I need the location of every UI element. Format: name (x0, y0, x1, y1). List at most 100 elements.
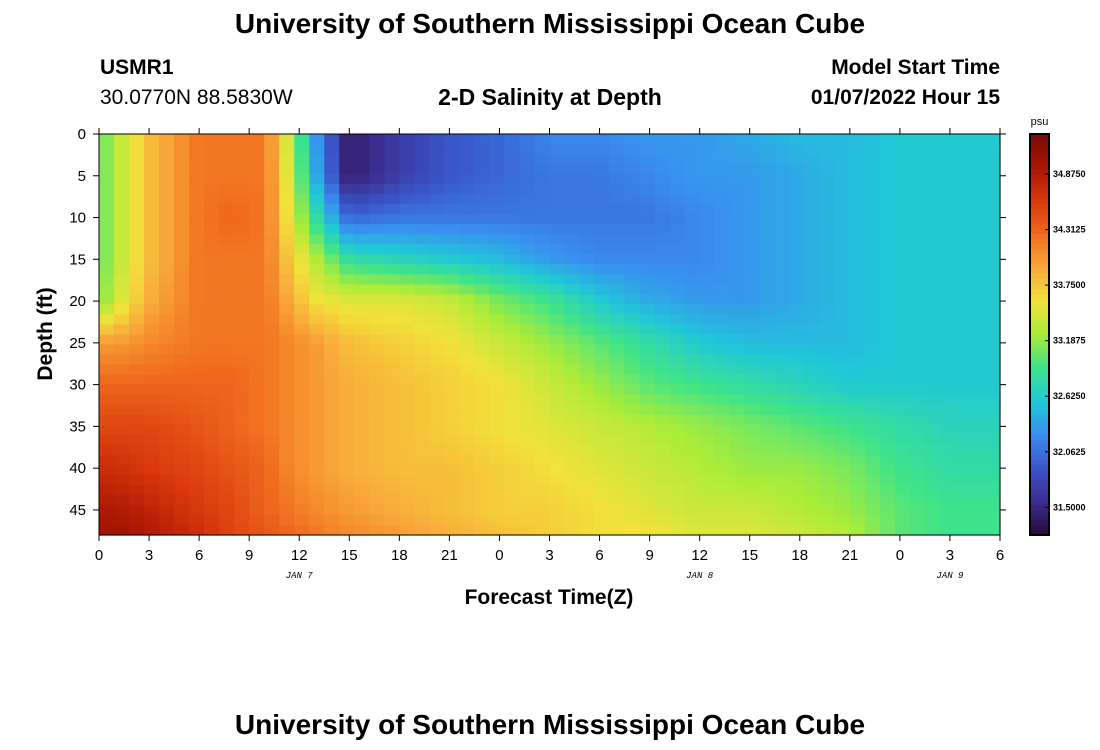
heatmap-cell (909, 294, 926, 306)
heatmap-cell (669, 424, 686, 436)
heatmap-cell (774, 194, 791, 205)
colorbar-segment (1030, 489, 1049, 496)
heatmap-cell (894, 274, 911, 285)
heatmap-cell (789, 454, 806, 466)
heatmap-cell (159, 524, 175, 536)
heatmap-cell (804, 224, 821, 235)
heatmap-cell (294, 264, 310, 275)
heatmap-cell (894, 444, 911, 456)
heatmap-cell (144, 164, 160, 175)
heatmap-cell (324, 424, 340, 436)
heatmap-cell (489, 394, 506, 406)
heatmap-cell (744, 174, 761, 185)
heatmap-cell (984, 434, 1001, 446)
heatmap-cell (954, 174, 971, 185)
x-tick-label: 3 (545, 547, 553, 564)
heatmap-cell (864, 384, 881, 396)
heatmap-cell (204, 374, 220, 386)
heatmap-cell (669, 494, 686, 506)
heatmap-cell (489, 444, 506, 456)
heatmap-cell (969, 444, 986, 456)
heatmap-cell (324, 214, 340, 225)
heatmap-cell (759, 334, 776, 346)
heatmap-cell (669, 284, 686, 296)
heatmap-cell (624, 284, 641, 296)
heatmap-cell (879, 284, 896, 296)
heatmap-cell (264, 264, 280, 275)
heatmap-cell (144, 324, 160, 336)
heatmap-cell (234, 474, 250, 486)
heatmap-cell (924, 164, 941, 175)
heatmap-cell (654, 424, 671, 436)
heatmap-cell (384, 354, 400, 366)
heatmap-cell (354, 184, 370, 195)
heatmap-cell (369, 174, 385, 185)
heatmap-cell (564, 434, 581, 446)
heatmap-cell (414, 474, 430, 486)
heatmap-cell (144, 364, 160, 376)
heatmap-cell (939, 204, 956, 215)
heatmap-cell (519, 314, 536, 326)
heatmap-cell (609, 304, 626, 316)
heatmap-cell (609, 204, 626, 215)
heatmap-cell (339, 234, 355, 245)
heatmap-cell (549, 454, 566, 466)
heatmap-cell (429, 344, 445, 356)
heatmap-cell (894, 384, 911, 396)
heatmap-cell (234, 454, 250, 466)
heatmap-cell (204, 424, 220, 436)
heatmap-cell (549, 374, 566, 386)
heatmap-cell (609, 354, 626, 366)
heatmap-cell (459, 244, 476, 255)
heatmap-cell (849, 474, 866, 486)
heatmap-cell (189, 194, 205, 205)
heatmap-cell (144, 244, 160, 255)
heatmap-cell (669, 164, 686, 175)
heatmap-cell (594, 314, 611, 326)
heatmap-cell (189, 174, 205, 185)
colorbar-segment (1030, 154, 1049, 160)
heatmap-cell (234, 284, 250, 296)
heatmap-cell (864, 374, 881, 386)
heatmap-cell (864, 134, 881, 145)
heatmap-cell (849, 424, 866, 436)
model-start-value: 01/07/2022 Hour 15 (810, 86, 1000, 109)
heatmap-cell (684, 434, 701, 446)
heatmap-cell (414, 354, 430, 366)
heatmap-cell (444, 134, 460, 145)
heatmap-cell (159, 414, 175, 426)
heatmap-cell (99, 404, 115, 416)
heatmap-cell (954, 154, 971, 165)
heatmap-cell (384, 454, 400, 466)
heatmap-cell (924, 314, 941, 326)
heatmap-cell (234, 194, 250, 205)
heatmap-cell (474, 464, 491, 476)
heatmap-cell (714, 484, 731, 496)
heatmap-cell (699, 394, 716, 406)
heatmap-cell (954, 204, 971, 215)
heatmap-cell (639, 274, 656, 285)
heatmap-cell (519, 354, 536, 366)
heatmap-cell (369, 324, 385, 336)
heatmap-cell (249, 164, 265, 175)
heatmap-cell (459, 454, 476, 466)
heatmap-cell (819, 144, 836, 155)
heatmap-cell (759, 294, 776, 306)
heatmap-cell (489, 304, 506, 316)
heatmap-cell (894, 504, 911, 516)
heatmap-cell (789, 194, 806, 205)
heatmap-cell (114, 404, 130, 416)
heatmap-cell (354, 514, 370, 526)
heatmap-cell (789, 404, 806, 416)
heatmap-cell (639, 524, 656, 536)
heatmap-cell (309, 484, 325, 496)
heatmap-cell (399, 244, 415, 255)
heatmap-cell (594, 254, 611, 265)
heatmap-cell (294, 294, 310, 306)
heatmap-cell (414, 524, 430, 536)
heatmap-cell (864, 304, 881, 316)
heatmap-cell (789, 334, 806, 346)
heatmap-cell (444, 194, 460, 205)
heatmap-cell (384, 394, 400, 406)
heatmap-cell (714, 354, 731, 366)
